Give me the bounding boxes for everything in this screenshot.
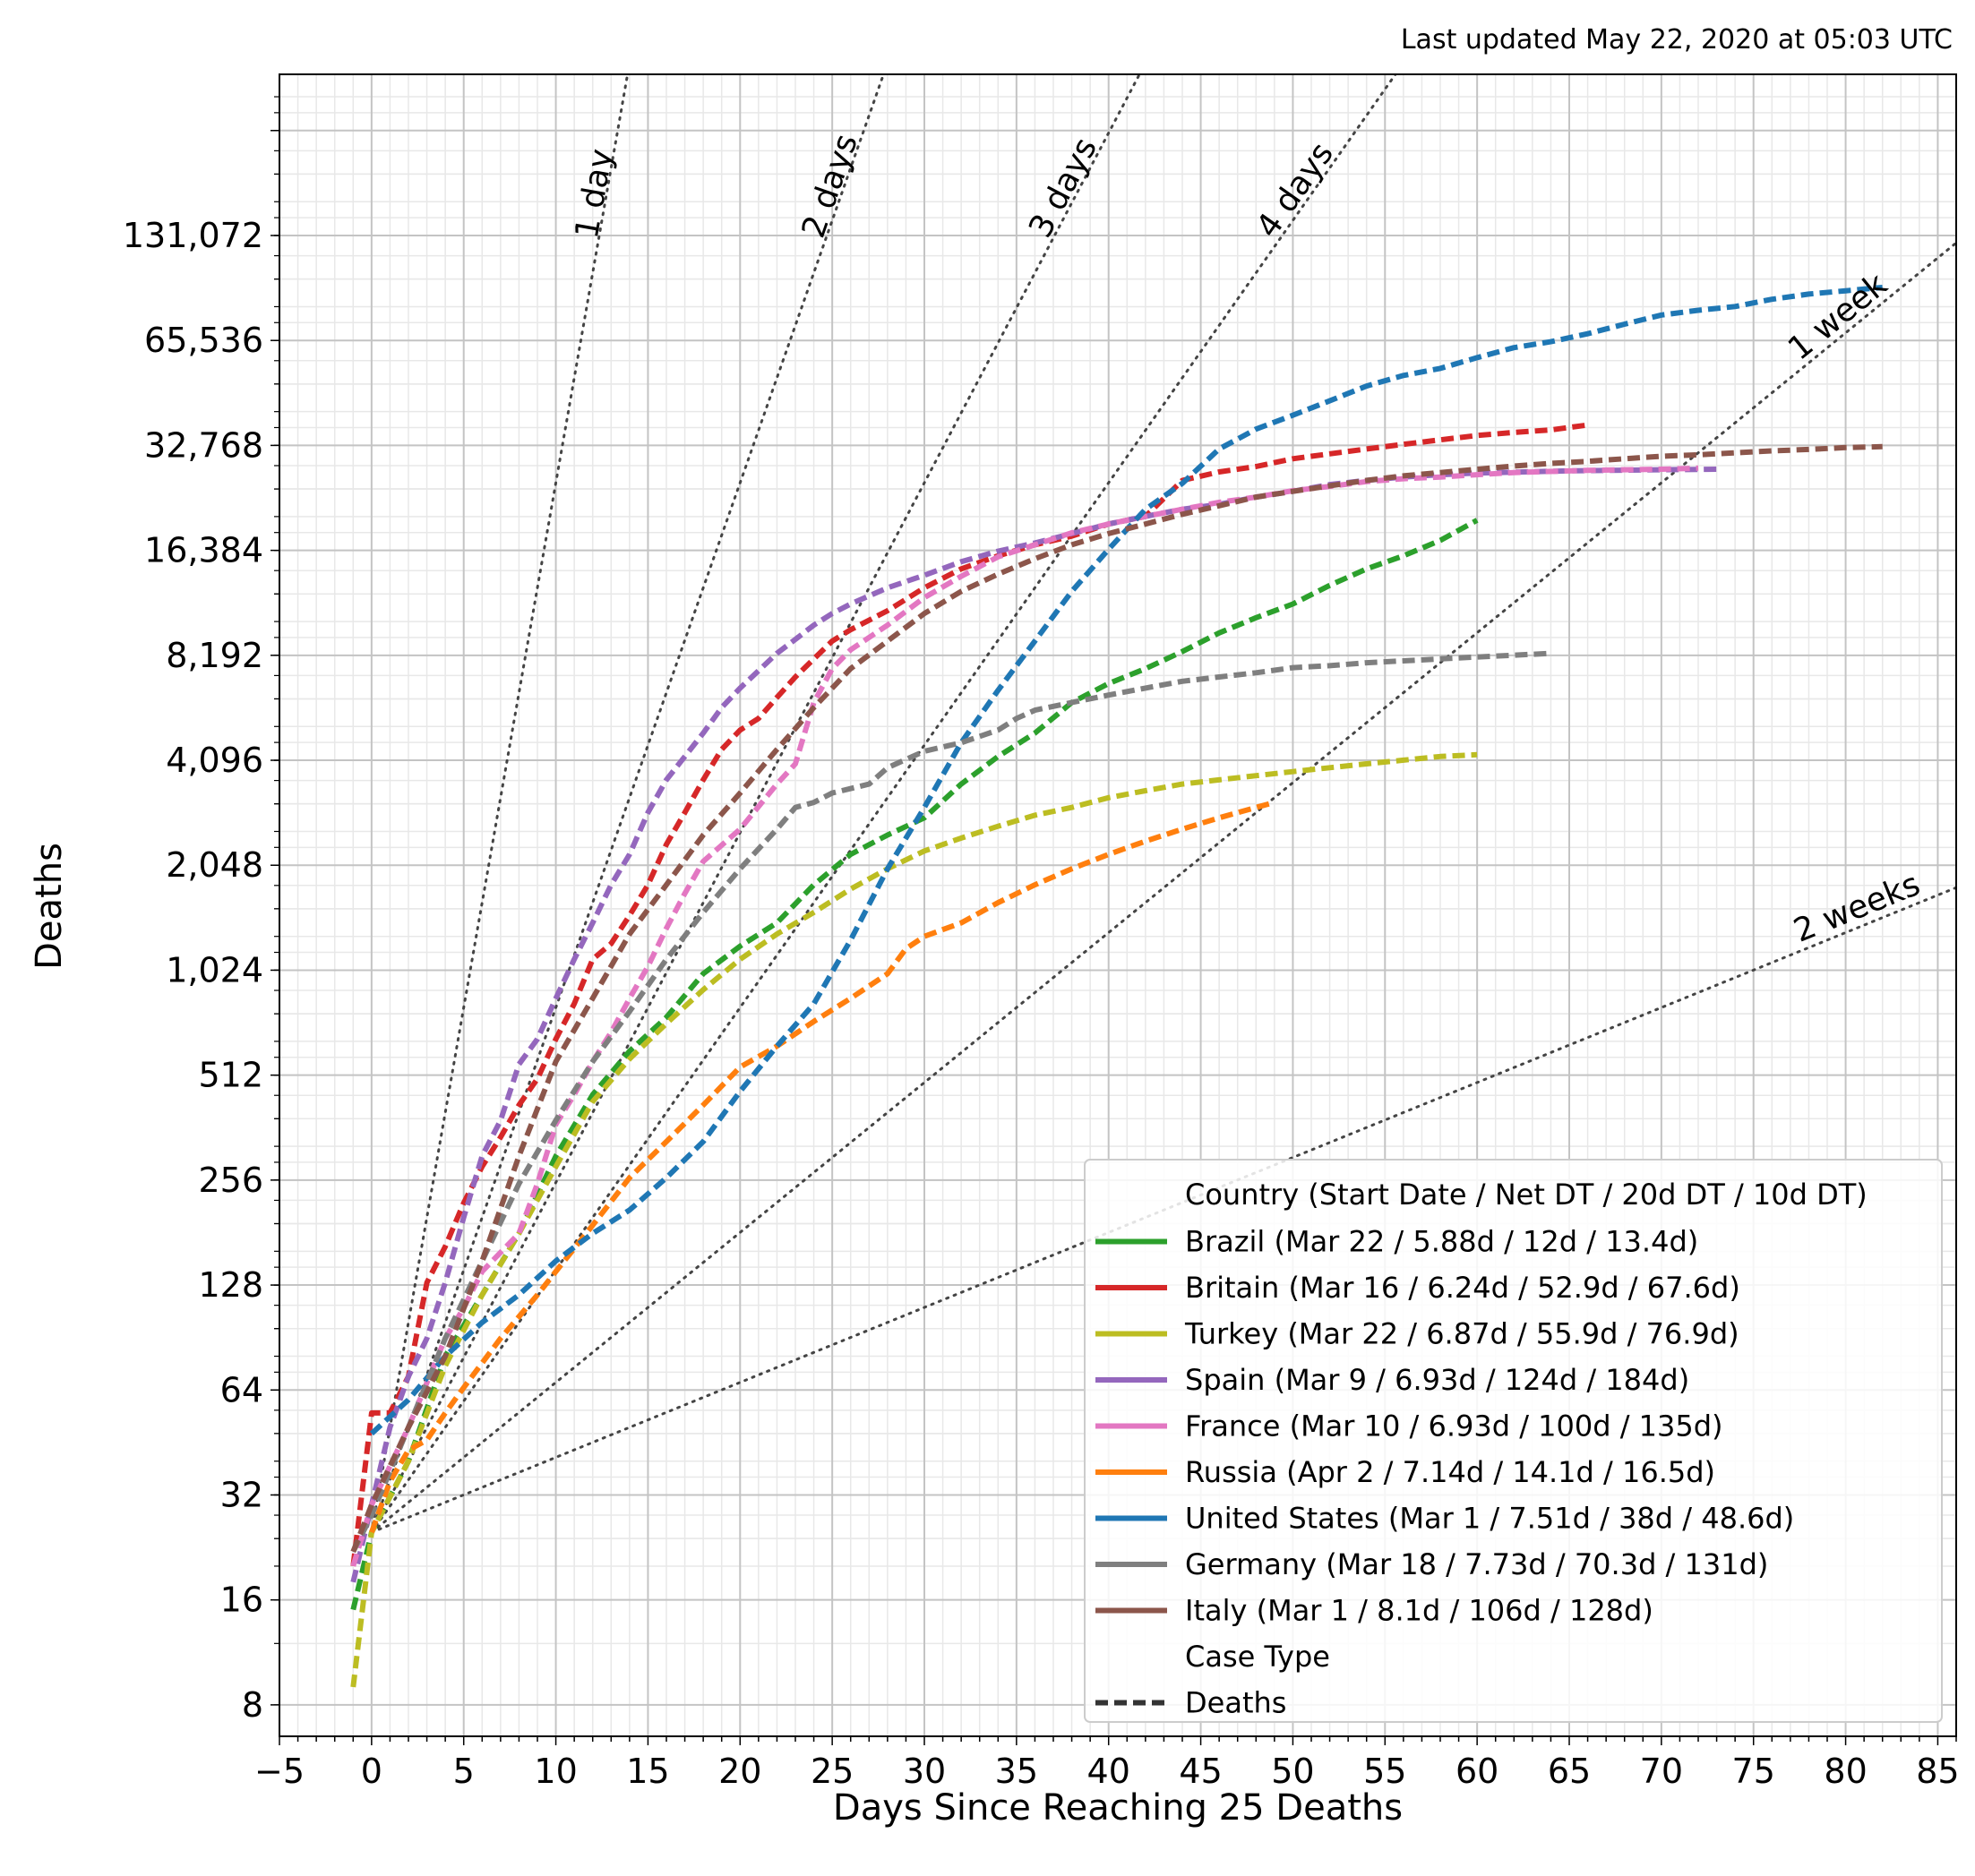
y-tick-label: 32,768 [144, 425, 263, 465]
reference-line [370, 74, 1141, 1534]
y-tick-label: 1,024 [166, 950, 263, 989]
x-tick-label: 40 [1087, 1752, 1130, 1791]
x-tick-label: 75 [1732, 1752, 1775, 1791]
x-tick-label: 70 [1640, 1752, 1683, 1791]
legend-entry: United States (Mar 1 / 7.51d / 38d / 48.… [1185, 1502, 1794, 1536]
reference-line [370, 241, 1956, 1534]
x-tick-label: 20 [718, 1752, 761, 1791]
y-tick-label: 32 [220, 1475, 263, 1514]
series-line [369, 800, 1275, 1534]
y-tick-label: 16 [220, 1580, 263, 1620]
x-axis-ticks: −5 0 5 10 15 20 25 30 35 40 45 50 55 60 65 70 75 80 85 [254, 1736, 1960, 1791]
x-tick-label: −5 [254, 1752, 305, 1791]
last-updated-text: Last updated May 22, 2020 at 05:03 UTC [1401, 24, 1953, 56]
y-tick-label: 16,384 [144, 531, 263, 570]
x-tick-label: 85 [1916, 1752, 1959, 1791]
series-lines [350, 285, 1883, 1688]
series-line [350, 751, 1478, 1688]
legend-entry: Russia (Apr 2 / 7.14d / 14.1d / 16.5d) [1185, 1455, 1715, 1489]
y-tick-label: 512 [198, 1056, 263, 1095]
x-tick-label: 65 [1548, 1752, 1591, 1791]
legend: Country (Start Date / Net DT / 20d DT / … [1084, 1159, 1943, 1723]
y-tick-label: 128 [198, 1265, 263, 1305]
legend-entry: Spain (Mar 9 / 6.93d / 124d / 184d) [1185, 1363, 1689, 1397]
x-tick-label: 50 [1271, 1752, 1314, 1791]
legend-entry: Britain (Mar 16 / 6.24d / 52.9d / 67.6d) [1185, 1271, 1740, 1305]
x-tick-label: 60 [1455, 1752, 1498, 1791]
reference-line [370, 74, 885, 1534]
y-tick-label: 4,096 [166, 741, 263, 780]
legend-case-type-header: Case Type [1185, 1640, 1330, 1674]
legend-entry: France (Mar 10 / 6.93d / 100d / 135d) [1185, 1409, 1723, 1443]
x-tick-label: 80 [1824, 1752, 1867, 1791]
y-axis-title: Deaths [29, 843, 70, 970]
legend-entry: Turkey (Mar 22 / 6.87d / 55.9d / 76.9d) [1184, 1317, 1739, 1351]
series-line [350, 443, 1883, 1553]
legend-box [1084, 1159, 1943, 1723]
reference-line [370, 74, 630, 1534]
y-tick-label: 8 [242, 1685, 263, 1725]
x-tick-label: 30 [903, 1752, 946, 1791]
legend-entry: Brazil (Mar 22 / 5.88d / 12d / 13.4d) [1185, 1225, 1698, 1259]
x-tick-label: 5 [453, 1752, 475, 1791]
x-tick-label: 0 [361, 1752, 382, 1791]
legend-entry: Germany (Mar 18 / 7.73d / 70.3d / 131d) [1185, 1547, 1768, 1581]
x-tick-label: 55 [1363, 1752, 1406, 1791]
y-tick-label: 8,192 [166, 636, 263, 675]
y-tick-label: 2,048 [166, 845, 263, 885]
x-tick-label: 25 [811, 1752, 854, 1791]
y-tick-label: 256 [198, 1161, 263, 1200]
y-tick-label: 64 [220, 1370, 263, 1409]
y-axis-ticks: 8 16 32 64 128 256 512 1,024 2,048 4,096 8,192 16,3… [123, 96, 279, 1725]
series-line [350, 650, 1551, 1554]
y-tick-label: 65,536 [144, 321, 263, 360]
series-line [350, 518, 1479, 1611]
y-tick-label: 131,072 [123, 216, 263, 255]
x-tick-label: 10 [534, 1752, 577, 1791]
legend-case-type-label: Deaths [1185, 1686, 1286, 1720]
x-tick-label: 45 [1179, 1752, 1222, 1791]
series-line [350, 422, 1588, 1567]
legend-entry: Italy (Mar 1 / 8.1d / 106d / 128d) [1185, 1594, 1653, 1628]
x-axis-title: Days Since Reaching 25 Deaths [833, 1787, 1403, 1829]
x-tick-label: 15 [626, 1752, 669, 1791]
legend-header: Country (Start Date / Net DT / 20d DT / … [1185, 1178, 1868, 1212]
x-tick-label: 35 [995, 1752, 1038, 1791]
series-line [350, 465, 1699, 1567]
plot-frame [279, 73, 1957, 1737]
